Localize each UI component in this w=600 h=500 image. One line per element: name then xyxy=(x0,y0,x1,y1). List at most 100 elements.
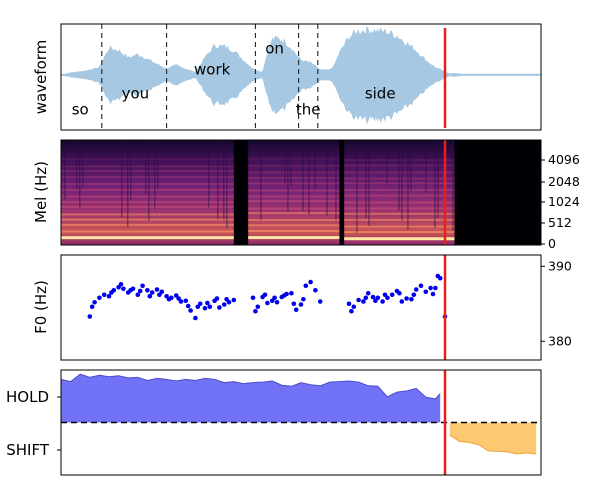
f0-point xyxy=(284,291,289,297)
f0-point xyxy=(428,285,433,291)
f0-point xyxy=(193,315,198,321)
f0-point xyxy=(313,287,318,293)
mel-striation xyxy=(335,140,337,221)
mel-tick-label: 1024 xyxy=(548,194,580,209)
mel-striation xyxy=(302,140,304,212)
f0-point xyxy=(301,296,306,302)
mel-harmonic-band xyxy=(248,157,340,160)
mel-harmonic-band xyxy=(248,200,340,203)
word-label: so xyxy=(72,100,89,118)
f0-point xyxy=(308,279,313,285)
word-label: the xyxy=(296,100,321,118)
mel-harmonic-band xyxy=(344,237,455,241)
mel-striation xyxy=(79,140,81,208)
mel-harmonic-band xyxy=(344,218,455,221)
mel-striation xyxy=(208,140,210,208)
mel-striation xyxy=(290,140,292,186)
mel-harmonic-band xyxy=(61,165,234,168)
f0-point xyxy=(365,290,371,296)
f0-point xyxy=(303,283,309,289)
mel-striation xyxy=(154,140,156,210)
f0-point xyxy=(214,296,220,301)
f0-point xyxy=(356,297,361,303)
mel-harmonic-band xyxy=(61,176,234,179)
f0-point xyxy=(87,314,93,319)
f0-point xyxy=(370,294,376,300)
mel-harmonic-band xyxy=(248,164,340,167)
mel-striation xyxy=(368,140,370,226)
mel-frame xyxy=(60,139,542,246)
mel-harmonic-band xyxy=(248,212,340,215)
mel-striation xyxy=(127,140,129,228)
mel-striation xyxy=(308,140,310,215)
mel-harmonic-band xyxy=(344,231,455,234)
mel-harmonic-band xyxy=(61,158,234,161)
mel-harmonic-band xyxy=(248,171,340,174)
shift-area xyxy=(449,422,537,454)
f0-point xyxy=(293,307,299,313)
mel-voiced-region-1 xyxy=(248,140,340,245)
mel-striation xyxy=(386,140,388,185)
turn-frame xyxy=(60,369,542,476)
mel-spectrogram-panel: 4096 2048 1024 512 0 Mel (Hz) xyxy=(32,139,580,251)
f0-point xyxy=(140,283,145,289)
mel-harmonic-band xyxy=(61,213,234,216)
f0-point xyxy=(169,295,174,301)
f0-point xyxy=(404,296,409,301)
word-label: work xyxy=(194,61,231,79)
mel-harmonic-band xyxy=(248,224,340,227)
mel-harmonic-band xyxy=(61,223,234,226)
mel-striation xyxy=(398,140,400,211)
mel-striation xyxy=(365,140,367,218)
hold-line xyxy=(61,373,441,400)
f0-point xyxy=(253,308,258,314)
mel-harmonic-band xyxy=(61,230,234,233)
waveform-signal xyxy=(61,25,541,125)
f0-point xyxy=(437,275,443,281)
f0-point xyxy=(274,299,280,305)
mel-tick-label: 4096 xyxy=(548,152,580,167)
f0-point xyxy=(380,299,385,304)
mel-harmonic-band xyxy=(61,195,234,198)
mel-harmonic-band xyxy=(248,230,340,233)
f0-point xyxy=(346,301,352,307)
mel-harmonic-band xyxy=(344,207,455,210)
f0-point xyxy=(363,295,369,301)
f0-point xyxy=(250,295,256,301)
mel-striation xyxy=(452,140,454,231)
f0-point xyxy=(205,300,210,306)
f0-point xyxy=(423,289,429,295)
mel-tick-label: 0 xyxy=(548,236,556,251)
mel-harmonic-band xyxy=(248,189,340,192)
shift-line xyxy=(449,434,537,455)
f0-point xyxy=(349,308,354,314)
mel-striation xyxy=(260,140,262,221)
f0-point xyxy=(121,286,126,292)
f0-point xyxy=(430,291,436,297)
mel-voiced-region-0 xyxy=(61,140,234,245)
f0-point xyxy=(197,301,203,307)
mel-tick-label: 2048 xyxy=(548,174,580,189)
f0-point xyxy=(389,292,395,298)
mel-striation xyxy=(401,140,403,221)
f0-point xyxy=(149,290,155,295)
hold-area xyxy=(61,374,441,423)
f0-point xyxy=(375,295,381,301)
f0-point xyxy=(145,287,150,293)
mel-harmonic-band xyxy=(344,164,455,167)
word-label: side xyxy=(365,84,396,102)
mel-harmonic-band xyxy=(344,201,455,204)
mel-striation xyxy=(145,140,147,195)
mel-harmonic-band xyxy=(248,182,340,185)
f0-point xyxy=(226,299,232,305)
waveform-panel: so you work on the side waveform xyxy=(32,23,542,131)
mel-harmonic-band xyxy=(248,219,340,222)
mel-striation xyxy=(226,140,228,229)
mel-striation xyxy=(356,140,358,233)
mel-striation xyxy=(425,140,427,193)
mel-striation xyxy=(64,140,66,200)
mel-striation xyxy=(326,140,328,216)
f0-point xyxy=(289,290,294,296)
mel-harmonic-band xyxy=(344,225,455,228)
